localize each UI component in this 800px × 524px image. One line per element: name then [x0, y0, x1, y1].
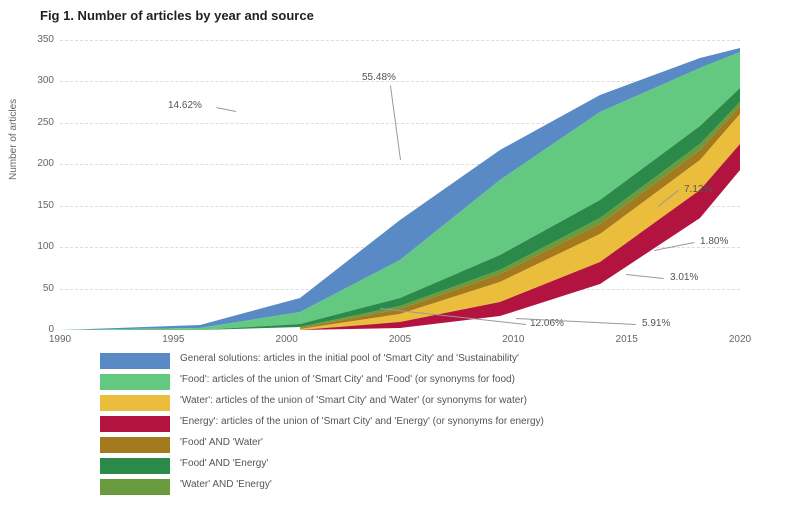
- legend-swatch: [100, 437, 170, 453]
- legend-label: 'Food': articles of the union of 'Smart …: [180, 373, 515, 387]
- legend-item: 'Food': articles of the union of 'Smart …: [100, 373, 740, 390]
- legend-label: 'Water' AND 'Energy': [180, 478, 272, 492]
- legend-swatch: [100, 395, 170, 411]
- area-layers: [60, 40, 740, 330]
- plot-area: 050100150200250300350 199019952000200520…: [60, 40, 740, 330]
- y-tick-label: 200: [20, 158, 54, 169]
- legend-item: 'Energy': articles of the union of 'Smar…: [100, 415, 740, 432]
- legend-item: General solutions: articles in the initi…: [100, 352, 740, 369]
- callout-food_water: 3.01%: [670, 272, 698, 283]
- y-tick-label: 150: [20, 200, 54, 211]
- legend-item: 'Food' AND 'Water': [100, 436, 740, 453]
- callout-food_energy: 7.12%: [684, 184, 712, 195]
- y-tick-label: 300: [20, 75, 54, 86]
- x-tick-label: 2000: [276, 334, 298, 345]
- y-tick-label: 350: [20, 34, 54, 45]
- legend-swatch: [100, 353, 170, 369]
- y-tick-label: 250: [20, 117, 54, 128]
- callout-water_energy: 1.80%: [700, 236, 728, 247]
- callout-food: 55.48%: [362, 72, 396, 83]
- legend-swatch: [100, 416, 170, 432]
- x-tick-label: 1995: [162, 334, 184, 345]
- x-tick-label: 2010: [502, 334, 524, 345]
- x-tick-label: 2015: [616, 334, 638, 345]
- legend-item: 'Water': articles of the union of 'Smart…: [100, 394, 740, 411]
- legend-swatch: [100, 458, 170, 474]
- legend-swatch: [100, 374, 170, 390]
- chart-title: Fig 1. Number of articles by year and so…: [40, 8, 314, 23]
- x-tick-label: 2020: [729, 334, 751, 345]
- callout-energy: 5.91%: [642, 318, 670, 329]
- legend-item: 'Food' AND 'Energy': [100, 457, 740, 474]
- legend-label: 'Energy': articles of the union of 'Smar…: [180, 415, 544, 429]
- stacked-area-chart: Fig 1. Number of articles by year and so…: [0, 0, 800, 524]
- x-tick-label: 2005: [389, 334, 411, 345]
- y-tick-label: 50: [20, 283, 54, 294]
- y-tick-label: 100: [20, 241, 54, 252]
- legend-label: General solutions: articles in the initi…: [180, 352, 519, 366]
- legend-label: 'Food' AND 'Water': [180, 436, 263, 450]
- legend-swatch: [100, 479, 170, 495]
- legend-label: 'Food' AND 'Energy': [180, 457, 268, 471]
- legend-item: 'Water' AND 'Energy': [100, 478, 740, 495]
- callout-general_solutions: 14.62%: [168, 100, 202, 111]
- x-tick-label: 1990: [49, 334, 71, 345]
- legend: General solutions: articles in the initi…: [100, 352, 740, 499]
- legend-label: 'Water': articles of the union of 'Smart…: [180, 394, 527, 408]
- y-axis-title: Number of articles: [8, 99, 19, 180]
